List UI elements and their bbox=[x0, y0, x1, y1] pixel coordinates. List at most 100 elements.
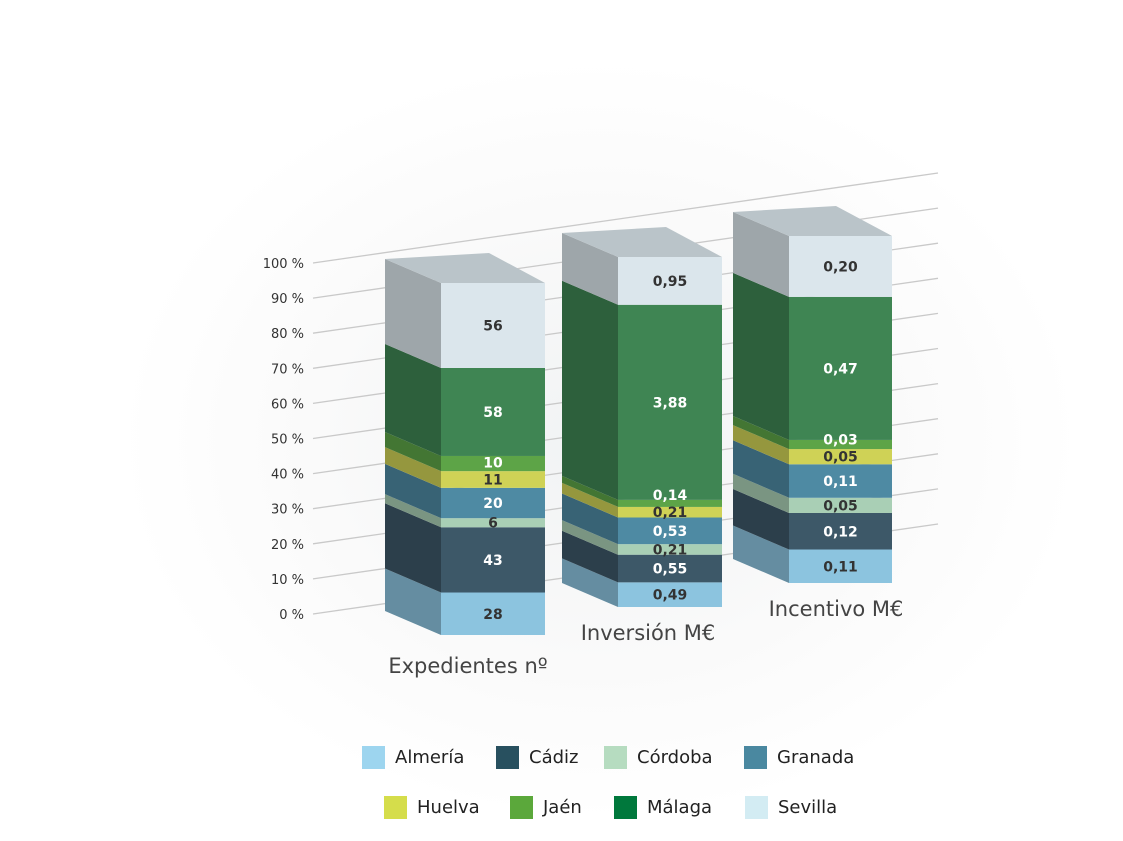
bar-segment-side bbox=[562, 530, 618, 583]
bar-2: 0,110,120,050,110,050,030,470,20 bbox=[733, 206, 892, 583]
bar-segment-side bbox=[385, 259, 441, 368]
bar-1: 0,490,550,210,530,210,143,880,95 bbox=[562, 227, 722, 607]
legend-label: Almería bbox=[395, 747, 465, 768]
bar-top-face bbox=[562, 227, 722, 257]
bar-segment bbox=[441, 592, 545, 635]
bar-segment-side bbox=[385, 568, 441, 635]
bar-segment bbox=[618, 506, 722, 518]
bar-segment-side bbox=[733, 525, 789, 583]
bar-segment-side bbox=[733, 272, 789, 440]
data-label: 11 bbox=[483, 472, 502, 488]
bar-segment bbox=[618, 517, 722, 545]
bar-segment bbox=[441, 487, 545, 519]
data-label: 43 bbox=[483, 553, 502, 569]
y-tick-label: 60 % bbox=[271, 397, 304, 412]
data-label: 0,03 bbox=[823, 433, 858, 449]
bar-segment bbox=[789, 296, 892, 440]
bar-segment bbox=[789, 449, 892, 465]
bar-segment-side bbox=[562, 280, 618, 500]
y-tick-label: 10 % bbox=[271, 573, 304, 588]
bar-segment bbox=[618, 257, 722, 305]
bar-segment-side bbox=[385, 494, 441, 528]
bar-top-face bbox=[733, 206, 892, 236]
data-label: 0,11 bbox=[823, 474, 858, 490]
bar-segment-side bbox=[733, 425, 789, 465]
bar-segment bbox=[789, 549, 892, 583]
bar-segment bbox=[618, 554, 722, 583]
legend-item: Jaén bbox=[510, 796, 582, 819]
data-label: 58 bbox=[483, 405, 502, 421]
bar-segment bbox=[618, 499, 722, 507]
bar-segment bbox=[441, 283, 545, 368]
bar-segment-side bbox=[733, 440, 789, 498]
bar-segment-side bbox=[562, 558, 618, 607]
data-label: 56 bbox=[483, 318, 502, 334]
bar-segment-side bbox=[385, 431, 441, 472]
gridline bbox=[312, 172, 939, 264]
data-label: 0,53 bbox=[653, 524, 688, 540]
data-label: 10 bbox=[483, 455, 503, 471]
y-tick-label: 100 % bbox=[263, 257, 304, 272]
bar-segment-side bbox=[733, 415, 789, 450]
legend-item: Sevilla bbox=[745, 796, 837, 819]
bar-segment bbox=[618, 582, 722, 607]
category-label: Incentivo M€ bbox=[769, 597, 904, 621]
legend-swatch bbox=[744, 746, 767, 769]
bar-segment bbox=[789, 439, 892, 450]
legend-swatch bbox=[604, 746, 627, 769]
bar-segment-side bbox=[562, 520, 618, 555]
bar-segment bbox=[441, 518, 545, 528]
bar-segment bbox=[789, 512, 892, 550]
legend-swatch bbox=[362, 746, 385, 769]
bar-segment-side bbox=[385, 463, 441, 519]
legend-item: Málaga bbox=[614, 796, 712, 819]
legend-label: Málaga bbox=[647, 797, 713, 818]
bar-segment-side bbox=[733, 473, 789, 513]
y-tick-label: 70 % bbox=[271, 362, 304, 377]
legend-swatch bbox=[745, 796, 768, 819]
y-tick-label: 0 % bbox=[279, 608, 304, 623]
data-label: 0,05 bbox=[823, 498, 858, 514]
legend-label: Cádiz bbox=[529, 747, 579, 768]
bar-segment-side bbox=[733, 212, 789, 297]
data-label: 0,47 bbox=[823, 361, 858, 377]
legend-item: Córdoba bbox=[604, 746, 713, 769]
legend-label: Sevilla bbox=[778, 797, 838, 818]
data-label: 0,11 bbox=[823, 559, 858, 575]
data-label: 0,21 bbox=[653, 505, 688, 521]
data-label: 0,14 bbox=[653, 488, 688, 504]
y-tick-label: 80 % bbox=[271, 327, 304, 342]
legend-swatch bbox=[614, 796, 637, 819]
legend-item: Cádiz bbox=[496, 746, 578, 769]
data-label: 3,88 bbox=[653, 395, 688, 411]
legend-label: Huelva bbox=[417, 797, 480, 818]
data-label: 0,55 bbox=[653, 562, 688, 578]
bar-segment bbox=[789, 236, 892, 297]
data-label: 0,49 bbox=[653, 588, 688, 604]
legend-swatch bbox=[496, 746, 519, 769]
data-label: 6 bbox=[488, 516, 498, 532]
legend-item: Huelva bbox=[384, 796, 480, 819]
legend-item: Almería bbox=[362, 746, 464, 769]
bar-segment-side bbox=[385, 503, 441, 593]
data-label: 0,20 bbox=[823, 259, 858, 275]
bar-segment bbox=[441, 455, 545, 472]
data-label: 0,05 bbox=[823, 450, 858, 466]
category-label: Expedientes nº bbox=[388, 654, 547, 678]
bar-segment-side bbox=[385, 343, 441, 456]
legend-swatch bbox=[384, 796, 407, 819]
y-tick-label: 50 % bbox=[271, 433, 304, 448]
bar-segment-side bbox=[562, 493, 618, 545]
category-label: Inversión M€ bbox=[581, 621, 716, 645]
bar-segment-side bbox=[562, 475, 618, 507]
bar-segment bbox=[441, 527, 545, 593]
legend-label: Córdoba bbox=[637, 747, 713, 768]
legend-label: Granada bbox=[777, 747, 855, 768]
y-tick-label: 20 % bbox=[271, 538, 304, 553]
y-tick-label: 30 % bbox=[271, 503, 304, 518]
bar-segment bbox=[618, 304, 722, 500]
data-label: 0,12 bbox=[823, 524, 858, 540]
bar-segment-side bbox=[733, 488, 789, 550]
